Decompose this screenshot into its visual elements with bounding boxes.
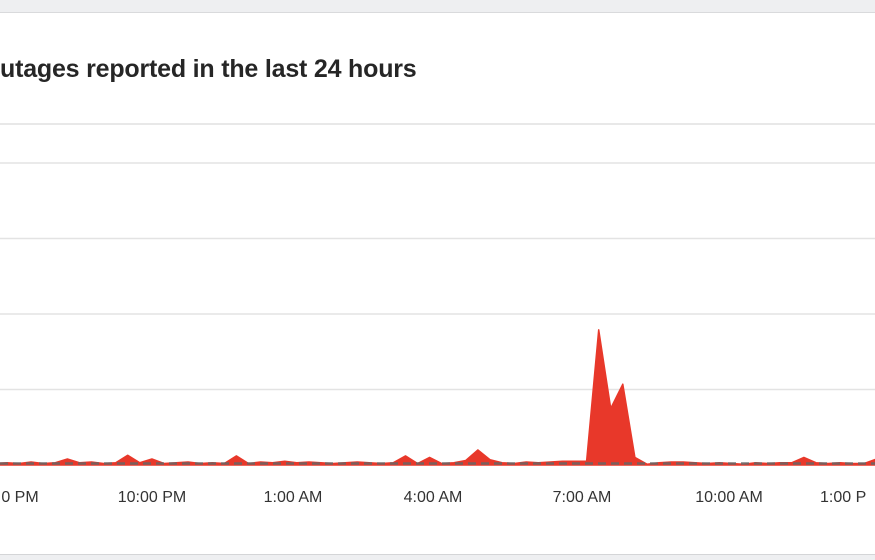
reports-area xyxy=(0,329,875,466)
x-tick-label: 4:00 AM xyxy=(404,489,463,506)
x-tick-label: 10:00 AM xyxy=(695,489,763,506)
x-tick-label: 1:00 P xyxy=(820,489,866,506)
x-tick-label: 7:00 AM xyxy=(553,489,612,506)
x-tick-label: 1:00 AM xyxy=(264,489,323,506)
chart-title: utages reported in the last 24 hours xyxy=(0,55,417,83)
x-tick-label: 0 PM xyxy=(1,489,38,506)
x-tick-label: 10:00 PM xyxy=(118,489,186,506)
